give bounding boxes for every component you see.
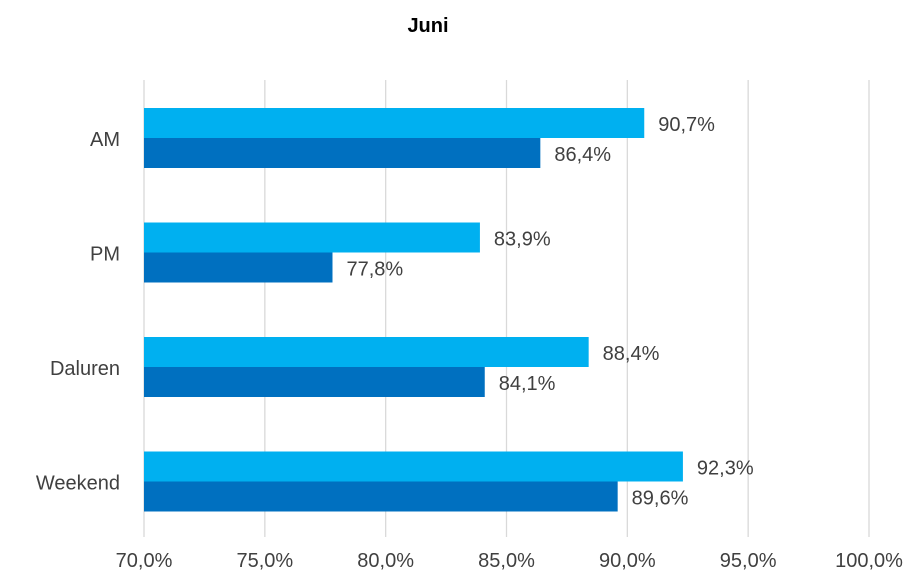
data-label: 89,6%	[632, 488, 689, 510]
data-label: 86,4%	[554, 144, 611, 166]
data-label: 77,8%	[347, 259, 404, 281]
x-tick-label: 95,0%	[720, 550, 777, 572]
category-axis: AM PM Daluren Weekend	[36, 129, 120, 495]
x-tick-label: 90,0%	[599, 550, 656, 572]
x-tick-label: 70,0%	[116, 550, 173, 572]
category-label: PM	[90, 244, 120, 266]
bars	[144, 108, 683, 512]
x-tick-label: 85,0%	[478, 550, 535, 572]
x-tick-label: 75,0%	[236, 550, 293, 572]
bar-series1-weekend	[144, 451, 683, 482]
bar-series2-daluren	[144, 367, 485, 397]
bar-series1-daluren	[144, 337, 589, 367]
bar-series1-am	[144, 108, 645, 138]
value-axis: 70,0% 75,0% 80,0% 85,0% 90,0% 95,0% 100,0%	[116, 550, 903, 572]
data-label: 84,1%	[499, 373, 556, 395]
bar-series1-pm	[144, 222, 480, 253]
category-label: Daluren	[50, 358, 120, 380]
bar-series2-am	[144, 138, 541, 168]
data-label: 88,4%	[603, 343, 660, 365]
x-tick-label: 100,0%	[835, 550, 903, 572]
category-label: Weekend	[36, 473, 120, 495]
category-label: AM	[90, 129, 120, 151]
data-label: 92,3%	[697, 458, 754, 480]
data-label: 90,7%	[658, 114, 715, 136]
data-labels: 90,7% 86,4% 83,9% 77,8% 88,4% 84,1% 92,3% 89,6%	[347, 114, 754, 510]
x-tick-label: 80,0%	[357, 550, 414, 572]
chart-title: Juni	[407, 15, 448, 37]
bar-series2-pm	[144, 252, 333, 283]
data-label: 83,9%	[494, 229, 551, 251]
bar-series2-weekend	[144, 481, 618, 512]
